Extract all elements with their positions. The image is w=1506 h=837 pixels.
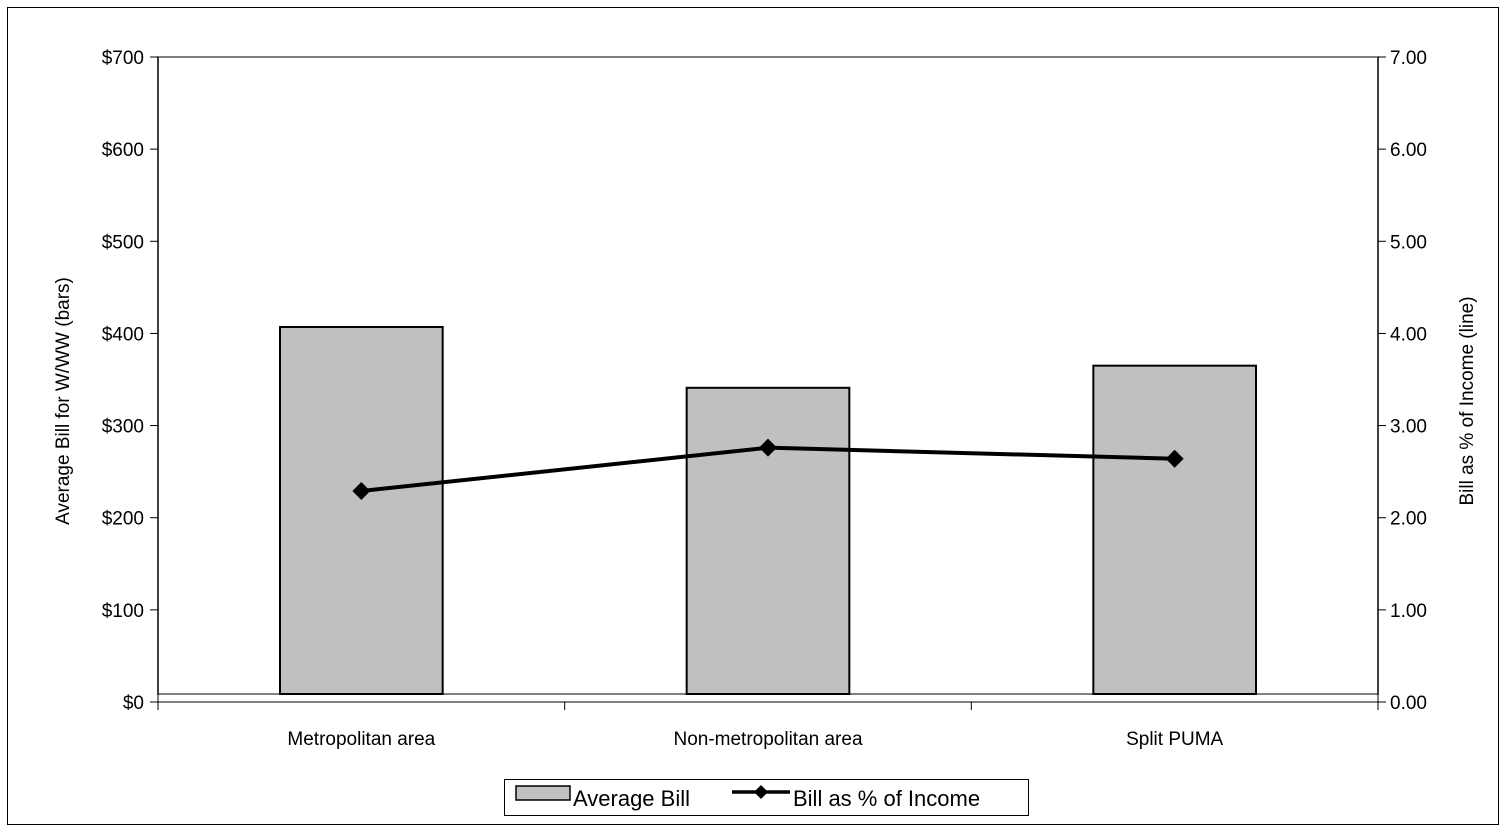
line-point-diamond-marker: [1165, 449, 1184, 468]
legend-label-bill-pct-income: Bill as % of Income: [793, 786, 980, 811]
bar: [1092, 364, 1258, 695]
y-tick-label-left: $200: [102, 509, 144, 530]
y-tick-label-right: 6.00: [1390, 140, 1427, 161]
x-tick-label: Split PUMA: [1126, 729, 1223, 750]
legend-bar-swatch: [515, 785, 571, 801]
y-tick-label-right: 0.00: [1390, 693, 1427, 714]
legend-label-average-bill: Average Bill: [573, 786, 690, 811]
y-tick-label-right: 1.00: [1390, 601, 1427, 622]
y-tick-label-right: 5.00: [1390, 232, 1427, 253]
y-tick-label-right: 3.00: [1390, 417, 1427, 438]
bar: [685, 386, 851, 695]
y-tick-label-right: 4.00: [1390, 324, 1427, 345]
y-axis-label-right: Bill as % of Income (line): [1457, 296, 1478, 505]
y-tick-label-left: $600: [102, 140, 144, 161]
line-series-group: [352, 438, 1184, 500]
legend-diamond-marker-icon: [754, 785, 768, 799]
y-tick-label-right: 7.00: [1390, 48, 1427, 69]
y-axis-label-left: Average Bill for W/WW (bars): [53, 277, 74, 525]
y-tick-label-right: 2.00: [1390, 509, 1427, 530]
bar: [279, 325, 444, 695]
bar-series-group: [279, 325, 1258, 695]
y-tick-label-left: $0: [123, 693, 144, 714]
legend-box: [504, 779, 1029, 816]
x-tick-label: Non-metropolitan area: [673, 729, 862, 750]
x-tick-label: Metropolitan area: [287, 729, 435, 750]
y-tick-label-left: $300: [102, 417, 144, 438]
legend: Average Bill Bill as % of Income: [504, 779, 1029, 816]
y-tick-label-left: $500: [102, 232, 144, 253]
y-tick-label-left: $700: [102, 48, 144, 69]
axes-group: [150, 56, 1386, 710]
line-point-diamond-marker: [352, 481, 371, 500]
line-point-diamond-marker: [759, 438, 777, 457]
y-tick-label-left: $100: [102, 601, 144, 622]
y-tick-label-left: $400: [102, 324, 144, 345]
tick-labels-group: $0 $100 $200 $300 $400 $500 $600 $700 0.00 1.00 2.…: [102, 48, 1427, 750]
